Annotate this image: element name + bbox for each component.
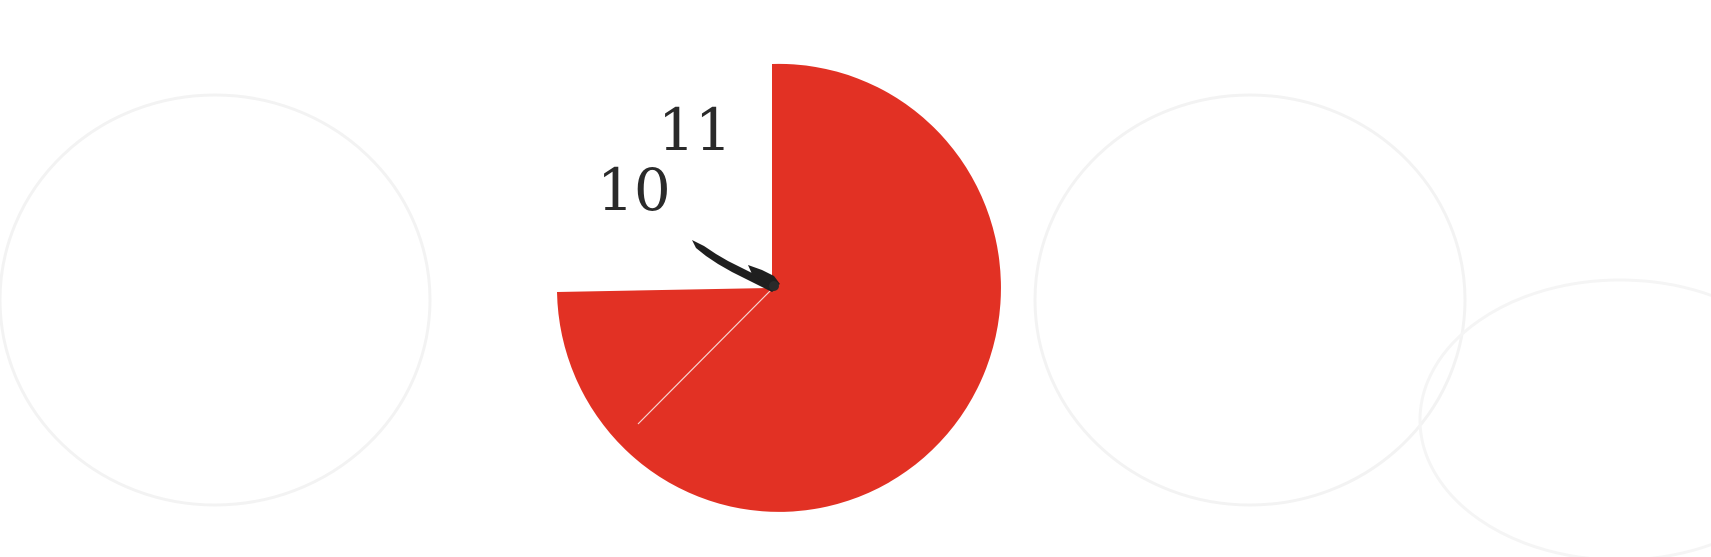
numeral-ten: 10 (597, 156, 671, 224)
ghost-circle-far-right (1418, 278, 1711, 557)
ghost-circle-right (1033, 93, 1467, 507)
hour-hand (692, 240, 778, 292)
ghost-circle-left (0, 93, 432, 507)
numeral-eleven: 11 (658, 96, 732, 164)
hand-pivot (769, 281, 779, 291)
face-seam (637, 288, 773, 425)
clock-face (557, 63, 1001, 512)
